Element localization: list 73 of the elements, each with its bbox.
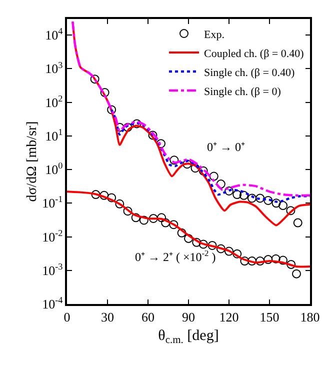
- y-tick-label: 10$^{1}$: [45, 126, 63, 144]
- point: [232, 249, 242, 258]
- x-axis-title: θ$_{c.m.}$ [deg]: [158, 328, 219, 346]
- point: [224, 186, 234, 196]
- y-tick-label: 10$^{3}$: [45, 60, 64, 76]
- point: [182, 160, 192, 169]
- point: [157, 213, 166, 222]
- point: [198, 166, 208, 176]
- x-tick-label: 0: [64, 309, 70, 324]
- y-tick-label: 10$^{0}$: [45, 160, 64, 178]
- legend-label: Single ch. (β = 0): [204, 86, 282, 98]
- legend-label: Single ch. (β = 0.40): [204, 66, 295, 79]
- point: [169, 220, 178, 230]
- point: [278, 256, 288, 265]
- point: [123, 206, 132, 216]
- point: [131, 213, 140, 222]
- point: [264, 196, 273, 205]
- point: [209, 172, 218, 181]
- point: [271, 254, 280, 264]
- point: [256, 256, 265, 266]
- point: [161, 218, 170, 228]
- point: [216, 244, 226, 254]
- y-tick-label: 10$^{4}$: [45, 26, 64, 43]
- x-tick-label: 120: [219, 309, 239, 324]
- point: [292, 269, 301, 278]
- legend-label: Exp.: [204, 28, 225, 41]
- point: [192, 238, 202, 247]
- point: [247, 194, 256, 203]
- point: [293, 218, 302, 228]
- point: [100, 190, 109, 200]
- point: [190, 164, 200, 173]
- point: [247, 256, 256, 266]
- y-tick-label: 10$^{-1}$: [42, 194, 63, 211]
- x-tick-label: 30: [101, 309, 114, 324]
- point: [115, 199, 124, 208]
- point: [107, 193, 116, 202]
- point: [224, 246, 234, 256]
- annotation: 0⁺ → 2⁺ ( ×10$^{-2}$ ): [135, 249, 216, 264]
- point: [132, 119, 142, 128]
- point: [278, 201, 288, 210]
- x-tick-label: 150: [260, 309, 280, 324]
- point: [100, 88, 110, 98]
- x-tick-label: 90: [182, 309, 195, 324]
- x-tick-label: 60: [142, 309, 154, 324]
- point: [177, 228, 186, 238]
- line-series: [67, 190, 310, 268]
- point: [184, 234, 193, 243]
- point: [208, 240, 217, 250]
- point: [123, 122, 132, 132]
- y-tick-label: 10$^{-2}$: [42, 228, 64, 244]
- point: [198, 240, 208, 249]
- point: [139, 216, 148, 225]
- y-tick-label: 10$^{-4}$: [42, 295, 64, 312]
- point: [90, 74, 100, 84]
- point: [272, 198, 281, 208]
- y-axis-title: dσ/dΩ [mb/sr]: [25, 121, 40, 202]
- y-tick-label: 10$^{-3}$: [42, 261, 64, 278]
- legend-label: Coupled ch. (β = 0.40): [204, 48, 304, 60]
- point: [286, 206, 296, 216]
- y-tick-label: 10$^{2}$: [45, 93, 64, 110]
- point: [148, 214, 158, 223]
- point: [91, 190, 100, 200]
- point: [256, 194, 265, 203]
- point: [286, 260, 296, 269]
- point: [239, 190, 248, 200]
- point: [170, 156, 179, 165]
- point: [107, 105, 116, 114]
- point: [240, 256, 250, 266]
- annotation: 0⁺ → 0⁺: [207, 140, 245, 154]
- point: [232, 190, 242, 200]
- point: [264, 255, 273, 264]
- x-tick-label: 180: [300, 309, 320, 324]
- point: [148, 130, 158, 140]
